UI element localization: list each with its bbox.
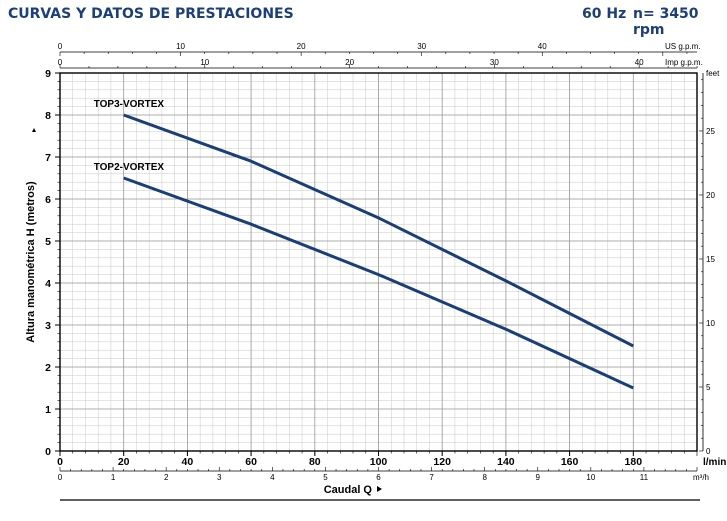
speed-label: n= 3450 rpm xyxy=(633,6,699,38)
x-tick-label: 60 xyxy=(245,456,257,468)
m3h-unit-label: m³/h xyxy=(693,473,709,482)
y-tick-label: 3 xyxy=(45,320,51,332)
series-line-1 xyxy=(123,113,634,348)
imp-gpm-unit-label: Imp g.p.m. xyxy=(665,58,703,67)
y-tick-label: 1 xyxy=(45,404,51,416)
imp-gpm-tick-label: 10 xyxy=(200,58,209,67)
series-label-2: TOP2-VORTEX xyxy=(94,162,165,173)
series-label-1: TOP3-VORTEX xyxy=(94,99,165,110)
series-line-2 xyxy=(123,176,634,390)
feet-unit-label: feet xyxy=(706,69,720,78)
x-tick-label: 100 xyxy=(370,456,388,468)
us-gpm-tick-label: 40 xyxy=(538,42,547,51)
major-grid xyxy=(59,72,698,452)
x-tick-label: 20 xyxy=(118,456,130,468)
y-tick-label: 6 xyxy=(45,194,51,206)
series-group: TOP3-VORTEX TOP2-VORTEX xyxy=(94,99,634,390)
chart-title: CURVAS Y DATOS DE PRESTACIONES xyxy=(8,6,294,22)
us-gpm-tick-label: 10 xyxy=(176,42,185,51)
x-tick-label: 120 xyxy=(433,456,451,468)
m3h-tick-label: 5 xyxy=(323,473,328,482)
feet-tick-label: 10 xyxy=(706,319,715,328)
m3h-tick-label: 3 xyxy=(217,473,222,482)
us-gpm-tick-label: 20 xyxy=(297,42,306,51)
x-tick-label: 140 xyxy=(497,456,515,468)
y-tick-label: 2 xyxy=(45,362,51,374)
m3h-tick-label: 10 xyxy=(586,473,595,482)
imp-gpm-tick-label: 40 xyxy=(635,58,644,67)
y-tick-label: 0 xyxy=(45,446,51,458)
feet-tick-label: 15 xyxy=(706,255,715,264)
m3h-tick-label: 4 xyxy=(270,473,275,482)
x-arrow-icon xyxy=(377,486,382,492)
x-tick-label: 180 xyxy=(625,456,643,468)
y-tick-label: 7 xyxy=(45,152,51,164)
feet-tick-label: 5 xyxy=(706,383,711,392)
x-tick-label: 40 xyxy=(182,456,194,468)
x-axis-label: Caudal Q xyxy=(324,484,373,496)
x-tick-label: 0 xyxy=(57,456,63,468)
m3h-tick-label: 6 xyxy=(376,473,381,482)
m3h-tick-label: 8 xyxy=(482,473,487,482)
feet-tick-label: 20 xyxy=(706,191,715,200)
x-unit-label: l/min xyxy=(703,457,726,468)
m3h-tick-label: 9 xyxy=(536,473,541,482)
x-tick-label: 160 xyxy=(561,456,579,468)
imp-gpm-tick-label: 30 xyxy=(490,58,499,67)
y-tick-label: 5 xyxy=(45,236,51,248)
imp-gpm-tick-label: 0 xyxy=(58,58,63,67)
m3h-tick-label: 1 xyxy=(111,473,116,482)
feet-tick-label: 25 xyxy=(706,127,715,136)
y-tick-label: 8 xyxy=(45,110,51,122)
m3h-tick-label: 0 xyxy=(58,473,63,482)
y-tick-label: 9 xyxy=(45,68,51,80)
us-gpm-tick-label: 30 xyxy=(417,42,426,51)
x-tick-label: 80 xyxy=(309,456,321,468)
feet-tick-label: 0 xyxy=(706,447,711,456)
m3h-tick-label: 11 xyxy=(640,473,649,482)
y-arrow-icon xyxy=(32,128,36,132)
frequency-label: 60 Hz xyxy=(582,6,627,22)
imp-gpm-tick-label: 20 xyxy=(345,58,354,67)
us-gpm-tick-label: 0 xyxy=(58,42,63,51)
us-gpm-unit-label: US g.p.m. xyxy=(665,42,701,51)
m3h-tick-label: 2 xyxy=(164,473,169,482)
y-tick-label: 4 xyxy=(45,278,51,290)
m3h-tick-label: 7 xyxy=(429,473,434,482)
y-axis-label: Altura manométrica H (metros) xyxy=(25,181,37,343)
